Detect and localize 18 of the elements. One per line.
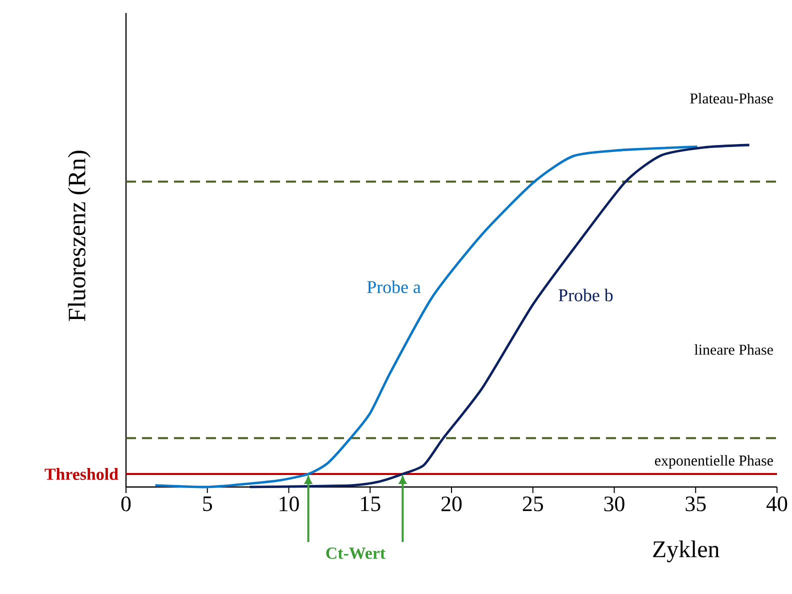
annotation: exponentielle Phase	[654, 455, 773, 469]
text: Plateau-Phase	[690, 93, 773, 104]
x-tick-label: 0	[121, 496, 131, 512]
x-tick-label: 10	[280, 496, 299, 512]
x-tick-label: 40	[766, 496, 788, 512]
x-axis-title: Zyklen	[653, 540, 720, 562]
series-label: Probe b	[558, 288, 613, 302]
x-tick-label: 30	[604, 496, 624, 512]
x-tick-label: 25	[522, 496, 543, 512]
x-tick-label: 5	[203, 496, 212, 512]
series-label: Probe a	[367, 280, 421, 294]
x-tick-label: 15	[361, 496, 380, 512]
annotation: lineare Phase	[694, 344, 773, 355]
x-tick-label: 35	[686, 496, 706, 512]
x-tick-label: 20	[442, 496, 462, 512]
text: Ct-Wert	[326, 548, 386, 559]
y-axis-title: Fluoreszenz (Rn)	[68, 150, 90, 322]
ref-line-label: Threshold	[44, 468, 118, 480]
